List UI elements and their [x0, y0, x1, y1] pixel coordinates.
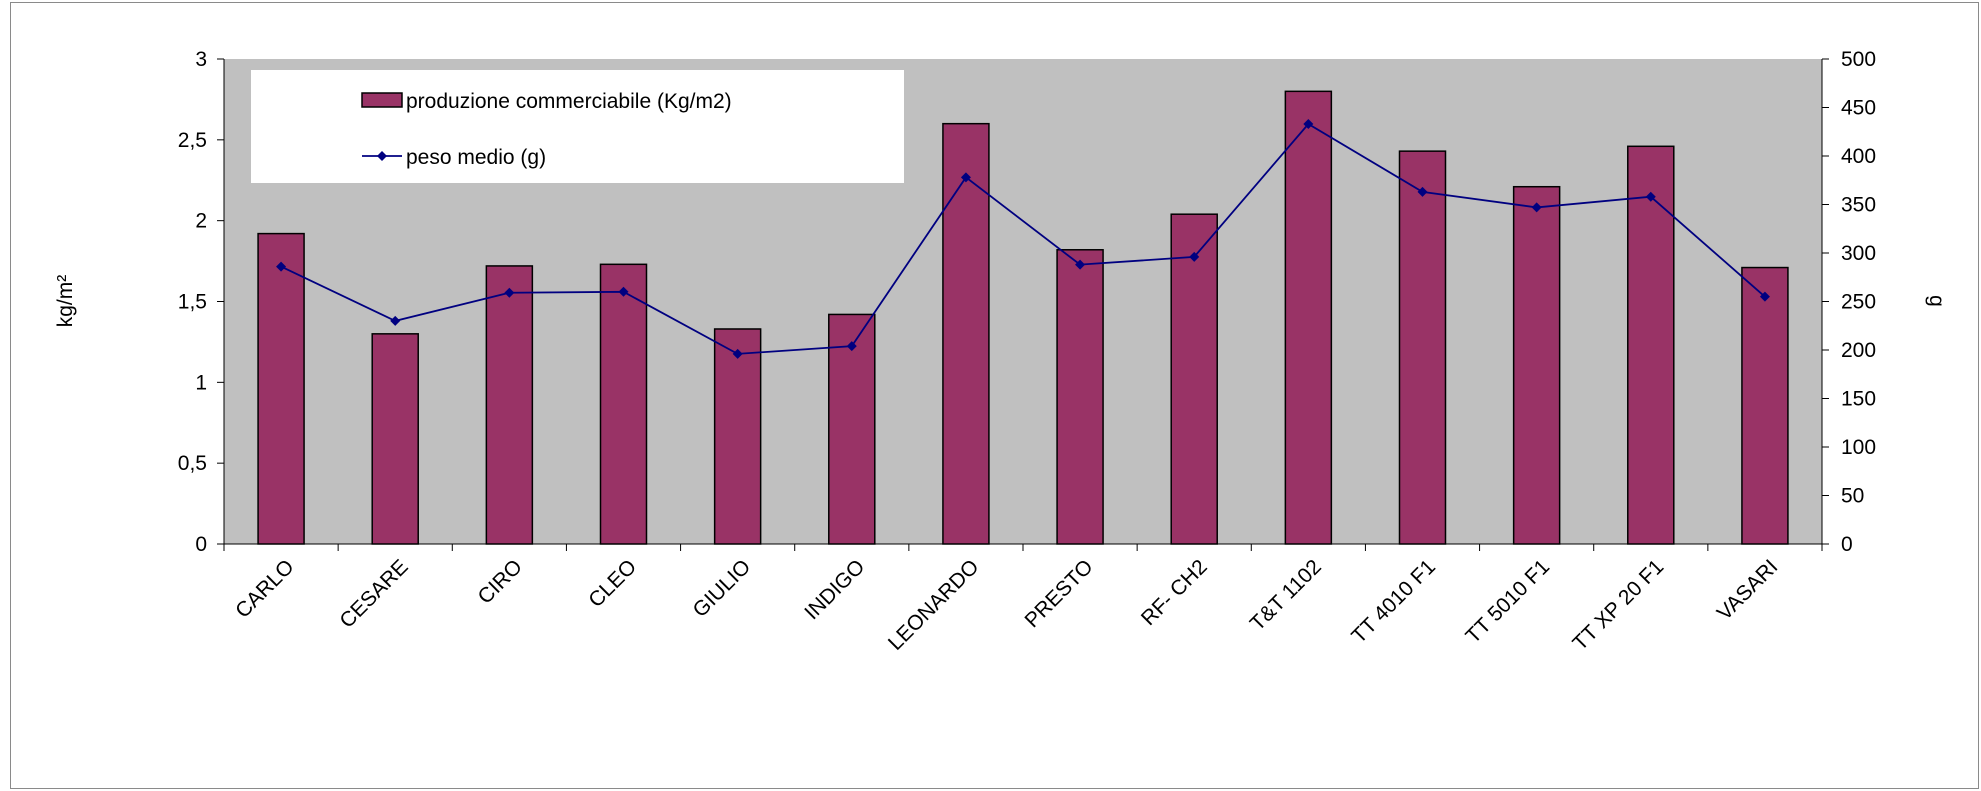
chart-frame	[10, 2, 1979, 789]
y-axis-label-left: kg/m²	[54, 275, 77, 328]
x-tick-label: CARLO	[231, 555, 298, 622]
x-tick-label: LEONARDO	[884, 555, 984, 655]
legend-line-marker	[377, 151, 387, 161]
point-t-t-1102	[1303, 118, 1314, 129]
bar-presto	[1056, 249, 1104, 545]
legend-line-label: peso medio (g)	[406, 146, 546, 169]
point-cleo	[618, 286, 629, 297]
legend-bar-label: produzione commerciabile (Kg/m2)	[406, 90, 732, 113]
y-left-tick-label: 2	[195, 210, 207, 233]
y-axis-label-right: g	[1925, 295, 1948, 307]
y-left-tick-label: 1	[195, 371, 207, 394]
bar-giulio	[713, 328, 762, 545]
y-right-tick-label: 300	[1841, 242, 1876, 265]
point-tt-xp-20-f1	[1645, 191, 1656, 202]
line-series	[276, 118, 1770, 359]
y-left-tick-label: 0	[195, 533, 207, 556]
x-tick-label: TT 4010 F1	[1347, 555, 1440, 648]
bar-carlo	[257, 232, 305, 545]
y-right-tick-label: 350	[1841, 194, 1876, 217]
x-tick-label: TT 5010 F1	[1461, 555, 1554, 648]
bar-rf-ch2	[1170, 213, 1218, 545]
y-right-tick-label: 0	[1841, 533, 1853, 556]
bar-t-t-1102	[1284, 90, 1333, 545]
y-right-tick-label: 100	[1841, 436, 1876, 459]
legend-box	[251, 70, 904, 183]
bar-tt-xp-20-f1	[1627, 145, 1675, 545]
x-tick-label: CIRO	[474, 555, 527, 608]
x-tick-label: VASARI	[1713, 555, 1783, 625]
bar-cleo	[599, 263, 648, 545]
x-tick-label: T&T 1102	[1246, 555, 1326, 635]
point-ciro	[504, 287, 515, 298]
y-right-tick-label: 250	[1841, 291, 1876, 314]
legend-bar-swatch	[361, 92, 403, 108]
y-left-tick-label: 1,5	[178, 291, 207, 314]
point-tt-4010-f1	[1417, 186, 1428, 197]
y-left-tick-label: 2,5	[178, 129, 207, 152]
bar-cesare	[371, 333, 419, 545]
x-tick-label: INDIGO	[800, 555, 869, 624]
point-indigo	[846, 341, 857, 352]
point-carlo	[276, 261, 287, 272]
y-right-tick-label: 150	[1841, 388, 1876, 411]
x-tick-label: PRESTO	[1021, 555, 1098, 632]
point-giulio	[732, 348, 743, 359]
point-vasari	[1759, 291, 1770, 302]
x-tick-label: TT XP 20 F1	[1568, 555, 1668, 655]
legend: produzione commerciabile (Kg/m2) peso me…	[251, 70, 904, 183]
y-right-tick-label: 200	[1841, 339, 1876, 362]
point-tt-5010-f1	[1531, 202, 1542, 213]
point-rf-ch2	[1189, 251, 1200, 262]
bar-tt-5010-f1	[1512, 185, 1561, 545]
point-presto	[1075, 259, 1086, 270]
bar-tt-4010-f1	[1398, 150, 1447, 545]
y-right-tick-label: 50	[1841, 485, 1864, 508]
x-tick-label: CLEO	[584, 555, 641, 612]
point-leonardo	[960, 172, 971, 183]
axes: 0 0,5 1 1,5 2 2,5 3 0 50 100 150 200 250 300 350 400 450…	[178, 48, 1876, 556]
y-left-tick-label: 3	[195, 48, 207, 71]
x-tick-label: CESARE	[335, 555, 412, 632]
bar-ciro	[485, 265, 534, 545]
x-tick-label: GIULIO	[689, 555, 756, 622]
y-right-tick-label: 500	[1841, 48, 1876, 71]
bar-leonardo	[942, 122, 990, 545]
peso-medio-line	[280, 122, 1766, 355]
x-tick-labels: CARLO CESARE CIRO CLEO GIULIO INDIGO LEONARDO P…	[231, 555, 1782, 655]
point-cesare	[390, 315, 401, 326]
x-tick-label: RF- CH2	[1137, 555, 1212, 630]
y-left-tick-label: 0,5	[178, 452, 207, 475]
y-right-tick-label: 450	[1841, 97, 1876, 120]
bar-series	[257, 90, 1789, 545]
bar-vasari	[1741, 266, 1789, 545]
y-right-tick-label: 400	[1841, 145, 1876, 168]
